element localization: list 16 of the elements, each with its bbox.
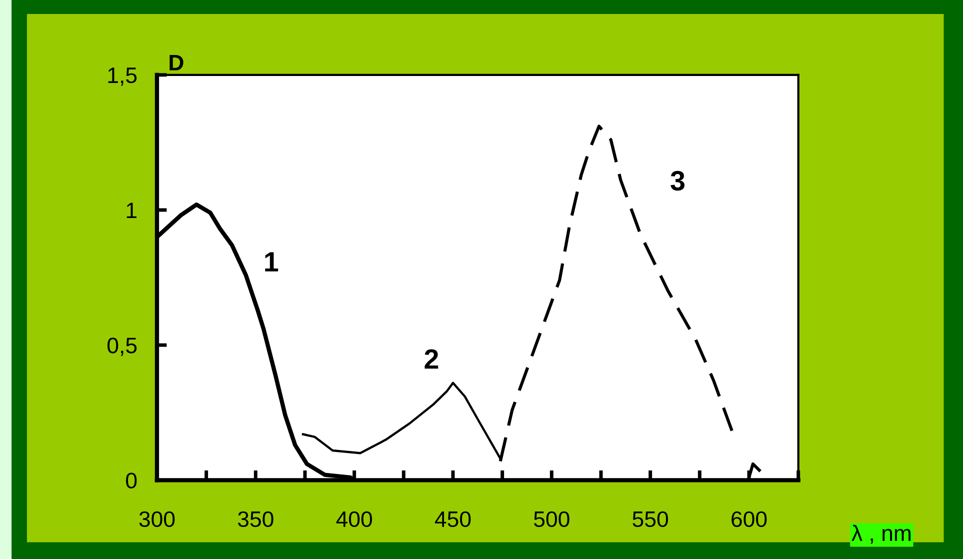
x-tick-label: 500 xyxy=(534,511,570,528)
y-tick-label: 1,5 xyxy=(108,68,137,86)
x-axis-title: λ , nm xyxy=(852,524,910,544)
x-tick-label: 550 xyxy=(632,511,668,528)
y-tick-label: 1 xyxy=(126,202,136,218)
x-tick-label: 450 xyxy=(434,511,471,528)
series-label: 2 xyxy=(424,349,438,369)
series-label: 1 xyxy=(265,252,278,272)
x-tick-label: 400 xyxy=(336,511,372,528)
x-tick-label: 300 xyxy=(139,511,175,528)
y-tick-label: 0 xyxy=(126,472,137,488)
y-axis-title: D xyxy=(170,55,184,70)
series-label: 3 xyxy=(670,170,684,191)
x-tick-label: 600 xyxy=(732,511,767,528)
y-tick-label: 0,5 xyxy=(108,338,137,356)
x-tick-label: 350 xyxy=(238,511,274,528)
